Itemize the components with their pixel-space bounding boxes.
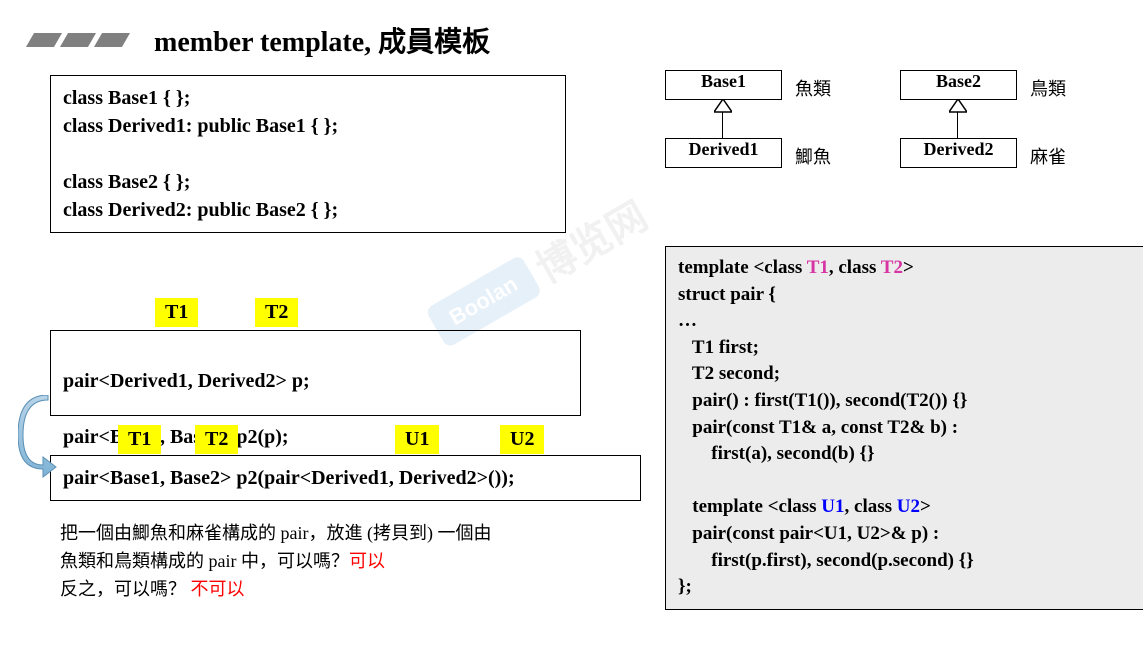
uml-base2-label: 鳥類 [1030,75,1066,101]
curved-arrow-icon [18,395,58,480]
label-u1: U1 [395,425,439,454]
explanation-line2: 魚類和鳥類構成的 pair 中，可以嗎？可以 [60,548,491,576]
slide-title: member template, 成員模板 [154,20,490,60]
slide-header: member template, 成員模板 [30,20,1113,60]
uml-base2: Base2 [900,70,1017,100]
uml-derived1: Derived1 [665,138,782,168]
explanation-line1: 把一個由鯽魚和麻雀構成的 pair，放進 (拷貝到) 一個由 [60,520,491,548]
uml-diagram: Base1 魚類 Derived1 鯽魚 Base2 鳥類 Derived2 麻… [665,70,1115,200]
uml-base1: Base1 [665,70,782,100]
uml-base1-label: 魚類 [795,75,831,101]
template-code-box: template <class T1, class T2> struct pai… [665,246,1143,610]
label-t2-a: T2 [255,298,298,327]
label-t1-a: T1 [155,298,198,327]
classes-code-box: class Base1 { }; class Derived1: public … [50,75,566,233]
pair-code-box-1: pair<Derived1, Derived2> p; pair<Base1, … [50,330,581,416]
label-t2-b: T2 [195,425,238,454]
pair1-line2: pair<Base1, Base2> p2(p); [63,426,289,448]
label-t1-b: T1 [118,425,161,454]
explanation-line3: 反之，可以嗎？ 不可以 [60,576,491,604]
pair-code-box-2: pair<Base1, Base2> p2(pair<Derived1, Der… [50,455,641,501]
uml-derived2: Derived2 [900,138,1017,168]
uml-derived1-label: 鯽魚 [795,143,831,169]
explanation-text: 把一個由鯽魚和麻雀構成的 pair，放進 (拷貝到) 一個由 魚類和鳥類構成的 … [60,520,491,604]
header-stripes [30,33,132,47]
label-u2: U2 [500,425,544,454]
pair1-line1: pair<Derived1, Derived2> p; [63,370,310,392]
uml-derived2-label: 麻雀 [1030,143,1066,169]
